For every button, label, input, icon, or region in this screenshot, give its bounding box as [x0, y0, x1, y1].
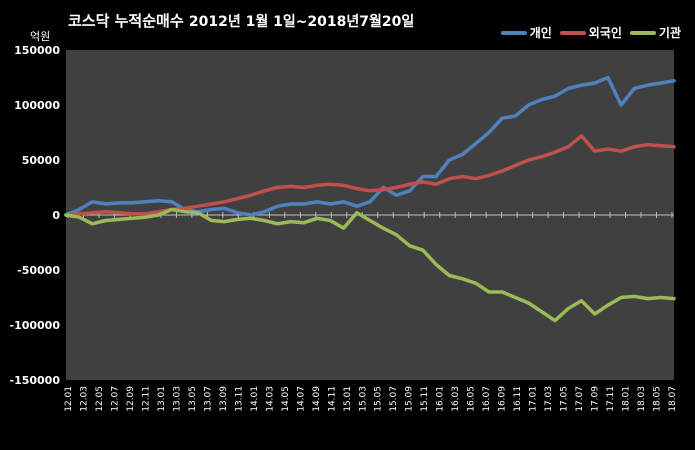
- x-tick-label: 18.03: [637, 386, 647, 412]
- y-tick-label: 150000: [14, 44, 60, 57]
- x-tick-label: 17.11: [606, 386, 616, 412]
- x-tick-label: 12.05: [95, 386, 105, 412]
- x-tick-label: 18.07: [668, 386, 678, 412]
- y-tick-label: -50000: [17, 264, 60, 277]
- x-tick-label: 12.01: [64, 386, 74, 412]
- x-tick-label: 15.11: [420, 386, 430, 412]
- x-tick-label: 16.01: [436, 386, 446, 412]
- series-line-institution: [64, 207, 676, 323]
- legend: 개인 외국인 기관: [500, 24, 681, 41]
- y-tick-label: -150000: [10, 374, 61, 387]
- x-tick-label: 13.09: [219, 386, 229, 412]
- legend-swatch-individual: [500, 30, 527, 35]
- x-tick-label: 16.03: [451, 386, 461, 412]
- x-tick-label: 14.03: [265, 386, 275, 412]
- x-axis: 12.01 12.03 12.05 12.07 12.09 12.11 13.01 13.03…: [64, 212, 678, 412]
- x-tick-label: 14.07: [296, 386, 306, 412]
- x-tick-label: 15.05: [374, 386, 384, 412]
- x-tick-label: 12.03: [79, 386, 89, 412]
- x-tick-label: 13.07: [203, 386, 213, 412]
- x-tick-label: 12.07: [110, 386, 120, 412]
- legend-label-individual: 개인: [529, 26, 552, 40]
- x-tick-label: 17.05: [560, 386, 570, 412]
- chart-title-main: 코스닥 누적순매수: [68, 12, 184, 30]
- x-tick-label: 14.01: [250, 386, 260, 412]
- x-tick-label: 15.03: [358, 386, 368, 412]
- x-tick-label: 16.11: [513, 386, 523, 412]
- x-tick-label: 17.09: [591, 386, 601, 412]
- series-line-individual: [64, 75, 676, 217]
- x-tick-label: 17.07: [575, 386, 585, 412]
- series-lines: [64, 75, 676, 323]
- y-axis: -150000 -100000 -50000 0 50000 100000 150000: [10, 44, 61, 387]
- x-tick-label: 16.09: [498, 386, 508, 412]
- x-tick-label: 17.03: [544, 386, 554, 412]
- x-tick-label: 15.01: [343, 386, 353, 412]
- x-tick-label: 15.07: [389, 386, 399, 412]
- x-tick-label: 17.01: [529, 386, 539, 412]
- legend-swatch-institution: [629, 30, 656, 35]
- y-axis-unit-label: 억원: [30, 30, 51, 43]
- x-tick-label: 14.09: [312, 386, 322, 412]
- x-tick-label: 13.03: [172, 386, 182, 412]
- x-tick-label: 13.11: [234, 386, 244, 412]
- y-tick-label: 50000: [22, 154, 61, 167]
- x-tick-label: 12.11: [141, 386, 151, 412]
- legend-item-institution: 기관: [629, 24, 681, 41]
- x-tick-label: 12.09: [126, 386, 136, 412]
- legend-label-institution: 기관: [658, 26, 681, 40]
- y-tick-label: 100000: [14, 99, 60, 112]
- chart-title: 코스닥 누적순매수 2012년 1월 1일~2018년7월20일: [68, 10, 414, 31]
- legend-item-foreign: 외국인: [559, 24, 622, 41]
- x-tick-label: 15.09: [405, 386, 415, 412]
- x-tick-label: 16.05: [467, 386, 477, 412]
- legend-swatch-foreign: [559, 30, 586, 35]
- chart-title-period: 2012년 1월 1일~2018년7월20일: [188, 14, 415, 30]
- legend-label-foreign: 외국인: [588, 26, 622, 40]
- y-tick-label: -100000: [10, 319, 61, 332]
- x-tick-label: 18.01: [622, 386, 632, 412]
- x-tick-label: 14.11: [327, 386, 337, 412]
- y-tick-label: 0: [52, 209, 60, 222]
- x-tick-label: 13.05: [188, 386, 198, 412]
- x-tick-label: 18.05: [653, 386, 663, 412]
- x-tick-label: 16.07: [482, 386, 492, 412]
- x-tick-label: 13.01: [157, 386, 167, 412]
- x-tick-label: 14.05: [281, 386, 291, 412]
- legend-item-individual: 개인: [500, 24, 552, 41]
